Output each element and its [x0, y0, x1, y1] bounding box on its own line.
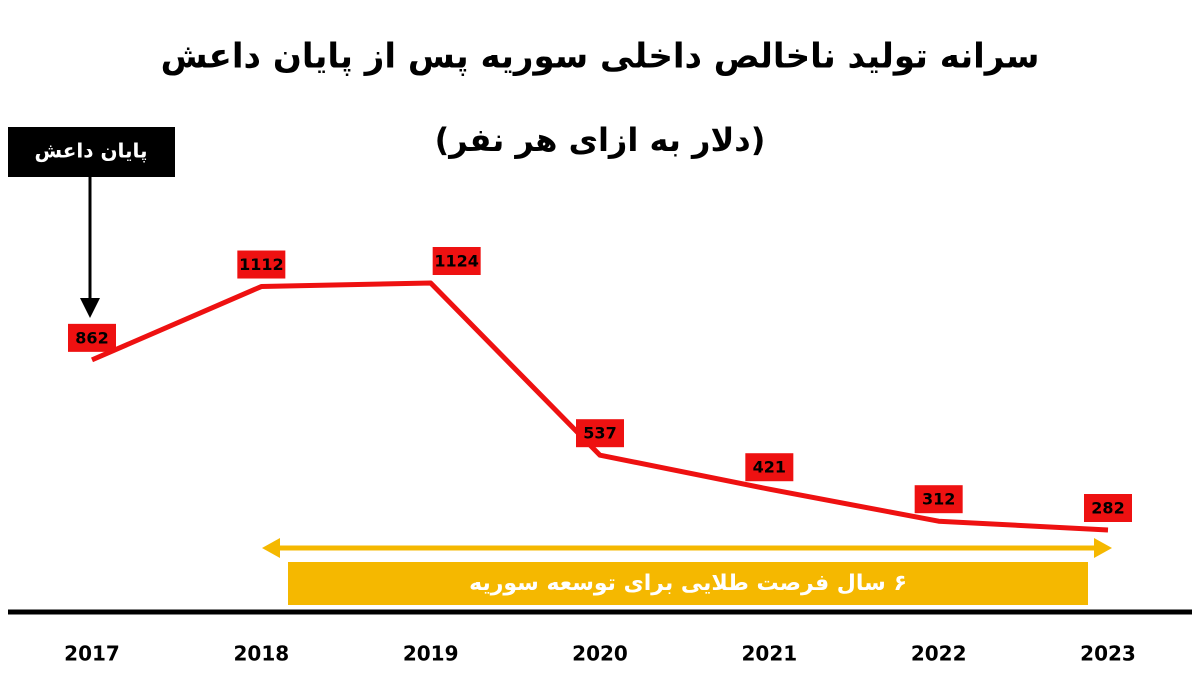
chart-subtitle: (دلار به ازای هر نفر) [435, 121, 766, 159]
x-tick-label: 2020 [572, 642, 628, 666]
data-line [91, 280, 1109, 533]
data-label: 862 [75, 328, 108, 347]
chart-title: سرانه تولید ناخالص داخلی سوریه پس از پای… [161, 37, 1040, 77]
x-tick-label: 2019 [403, 642, 459, 666]
x-tick-label: 2018 [233, 642, 289, 666]
data-label-box [914, 485, 963, 514]
data-label: 312 [922, 490, 955, 509]
arrow-head [262, 538, 280, 558]
x-tick-label: 2021 [741, 642, 797, 666]
data-label: 421 [753, 458, 786, 477]
data-label-box [745, 453, 794, 482]
annotation: پایان داعش [34, 139, 147, 164]
arrow-head [1094, 538, 1112, 558]
data-label: 1112 [239, 255, 284, 274]
x-tick-label: 2022 [911, 642, 967, 666]
data-label-box [1084, 494, 1132, 522]
x-tick-label: 2023 [1080, 642, 1136, 666]
data-label-box [432, 247, 481, 275]
annotation-box [8, 127, 175, 177]
data-label: 537 [583, 424, 616, 443]
data-label: 282 [1091, 499, 1124, 518]
period-box [288, 562, 1088, 605]
data-label-box [576, 419, 624, 448]
data-label: 1124 [434, 252, 479, 271]
data-label-box [68, 323, 116, 352]
x-tick-label: 2017 [64, 642, 120, 666]
arrow-head [80, 298, 100, 318]
data-label-box [237, 250, 286, 279]
annotation: ۶ سال فرصت طلایی برای توسعه سوریه [469, 571, 907, 596]
